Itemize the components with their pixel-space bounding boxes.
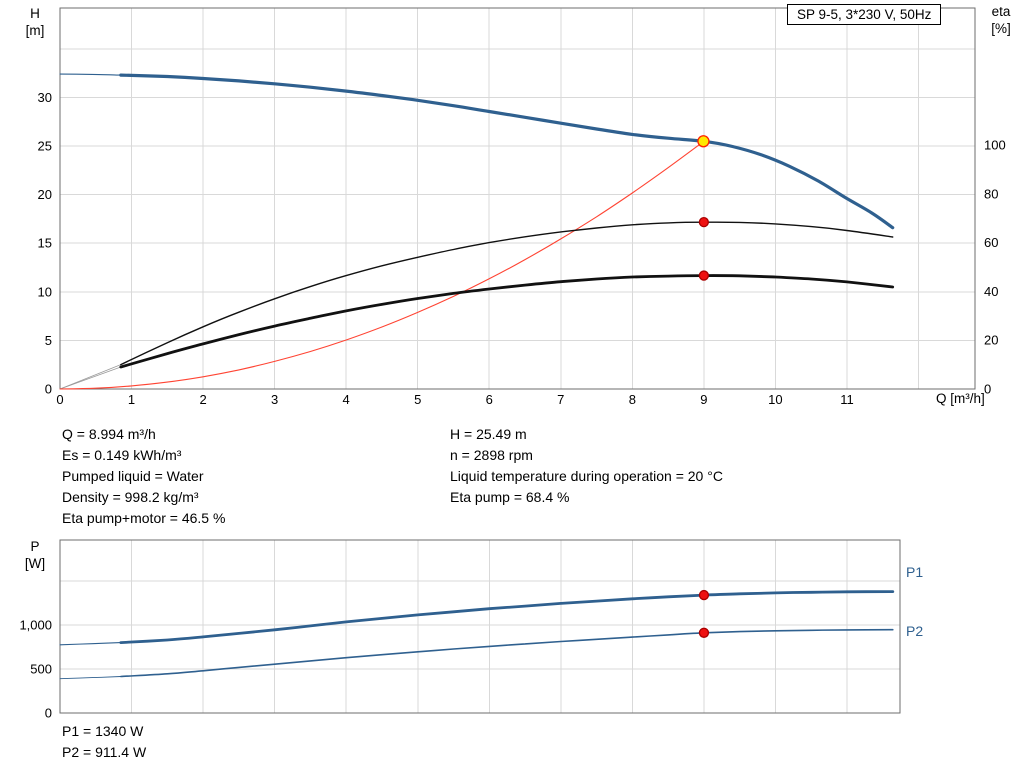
p1-readout: P1 = 1340 W [62, 723, 144, 739]
tick-labels: 0 500 1,000 [19, 618, 52, 721]
info-line: Q = 8.994 m³/h [62, 426, 156, 442]
p1-point [698, 589, 710, 601]
y-left-tick-label: 0 [45, 706, 52, 721]
duty-point [697, 135, 710, 148]
y-right-tick-label: 40 [984, 284, 998, 299]
p1-series-label: P1 [906, 564, 924, 580]
h-axis-label: H [m] [25, 6, 45, 38]
p2-curve [120, 628, 894, 678]
p2-lead-curve [59, 676, 122, 680]
x-tick-label: 8 [629, 392, 636, 407]
eta-pump-motor-lead-curve [59, 366, 122, 390]
y-left-tick-label: 5 [45, 333, 52, 348]
y-left-tick-label: 25 [38, 139, 52, 154]
q-axis-label: Q [m³/h] [936, 391, 985, 406]
pump-title-box: SP 9-5, 3*230 V, 50Hz [787, 4, 942, 25]
power-chart: 0 500 1,000 [19, 539, 901, 721]
y-left-tick-label: 0 [45, 382, 52, 397]
p-axis-label: P [W] [24, 539, 46, 571]
system-curve-curve [59, 140, 705, 390]
x-tick-label: 10 [768, 392, 782, 407]
x-tick-label: 4 [343, 392, 350, 407]
y-left-tick-label: 10 [38, 284, 52, 299]
y-right-tick-label: 0 [984, 382, 991, 397]
info-line: Eta pump+motor = 46.5 % [62, 510, 226, 526]
y-left-tick-label: 30 [38, 90, 52, 105]
p2-point [698, 627, 710, 638]
x-tick-label: 5 [414, 392, 421, 407]
eta-axis-label: eta [%] [991, 4, 1011, 36]
info-line: n = 2898 rpm [450, 447, 533, 463]
info-line: Density = 998.2 kg/m³ [62, 489, 199, 505]
p1-curve [119, 590, 895, 644]
y-right-tick-label: 80 [984, 186, 998, 201]
pump-head-curve [119, 73, 895, 230]
y-left-tick-label: 15 [38, 236, 52, 251]
x-tick-label: 7 [557, 392, 564, 407]
info-line: Liquid temperature during operation = 20… [450, 468, 723, 484]
gridlines [60, 540, 900, 713]
x-tick-label: 2 [199, 392, 206, 407]
info-line: Pumped liquid = Water [62, 468, 204, 484]
plot-frame [59, 539, 901, 714]
x-tick-label: 3 [271, 392, 278, 407]
info-line: H = 25.49 m [450, 426, 527, 442]
power-readout-block: P1 = 1340 W P2 = 911.4 W [62, 721, 146, 763]
eta-pump-curve [120, 221, 894, 366]
y-right-tick-label: 100 [984, 138, 1006, 153]
y-right-tick-label: 60 [984, 235, 998, 250]
info-line: Eta pump = 68.4 % [450, 489, 570, 505]
info-column-left: Q = 8.994 m³/h Es = 0.149 kWh/m³ Pumped … [62, 424, 225, 529]
x-tick-label: 9 [700, 392, 707, 407]
gridlines [60, 8, 975, 389]
x-tick-label: 11 [840, 392, 854, 407]
pump-head-lead-curve [59, 73, 122, 76]
y-right-tick-label: 20 [984, 333, 998, 348]
y-left-tick-label: 1,000 [19, 618, 52, 633]
p2-series-label: P2 [906, 623, 924, 639]
p2-readout: P2 = 911.4 W [62, 744, 147, 760]
y-left-tick-label: 20 [38, 187, 52, 202]
x-tick-label: 0 [56, 392, 63, 407]
eta-pump-point [698, 217, 710, 228]
p1-lead-curve [59, 642, 122, 646]
info-column-right: H = 25.49 m n = 2898 rpm Liquid temperat… [450, 424, 723, 508]
plot-frame [59, 7, 976, 390]
x-tick-label: 6 [486, 392, 493, 407]
y-left-tick-label: 500 [30, 662, 52, 677]
eta-pump-motor-point [698, 270, 710, 281]
tick-labels: 0 1 2 3 4 5 6 7 8 9 10 11 0 5 10 15 20 25 30 0 20 40 60 80 100 [38, 90, 1006, 407]
info-line: Es = 0.149 kWh/m³ [62, 447, 182, 463]
hq-eta-chart: 0 1 2 3 4 5 6 7 8 9 10 11 0 5 10 15 20 25 30 0 20 40 60 80 100 [38, 7, 1006, 407]
x-tick-label: 1 [128, 392, 135, 407]
eta-pump-motor-curve [119, 274, 895, 369]
